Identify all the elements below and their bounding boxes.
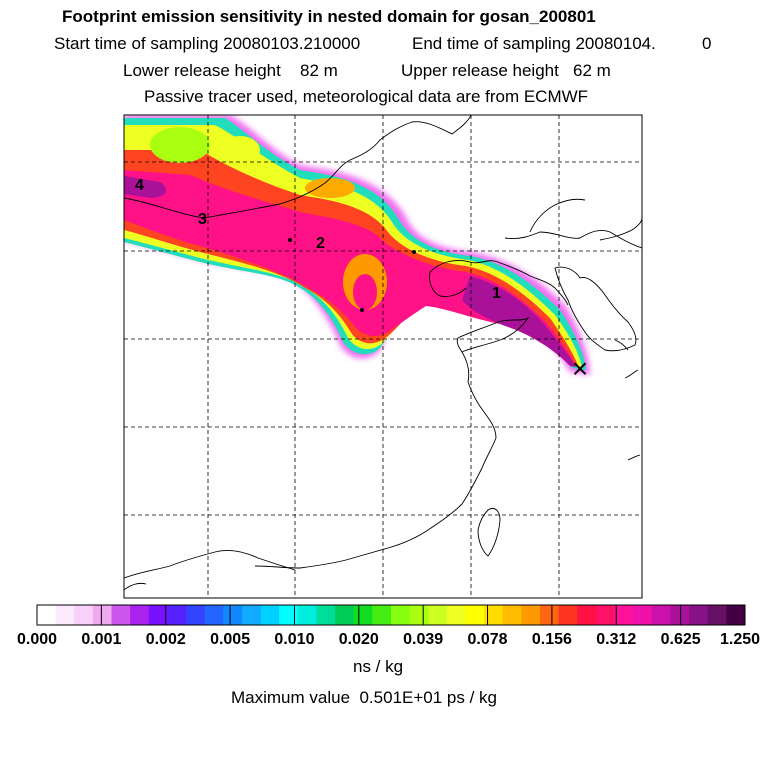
colorbar-swatch	[446, 605, 467, 625]
maximum-value-text: Maximum value 0.501E+01 ps / kg	[231, 688, 497, 707]
tracer-info-line: Passive tracer used, meteorological data…	[144, 87, 589, 106]
colorbar-swatch	[297, 605, 317, 625]
colorbar-swatch	[148, 605, 168, 625]
colorbar-swatch	[241, 605, 262, 625]
colorbar-tick-label: 0.002	[146, 631, 186, 648]
cluster-dot-3	[412, 250, 416, 254]
coastlines-and-borders	[124, 115, 642, 598]
colorbar-swatch	[260, 605, 280, 625]
lat-lon-grid	[124, 115, 642, 598]
colorbar-swatch	[502, 605, 522, 625]
colorbar-swatch	[409, 605, 429, 625]
colorbar-swatch	[204, 605, 224, 625]
colorbar-swatch	[726, 605, 746, 625]
colorbar-tick-label: 0.078	[468, 631, 508, 648]
colorbar-tick-labels: 0.000 0.001 0.002 0.005 0.010 0.020 0.039 0.078…	[17, 631, 760, 648]
colorbar	[36, 605, 746, 625]
colorbar-swatch	[74, 605, 94, 625]
colorbar-swatch	[372, 605, 392, 625]
colorbar-swatch	[37, 605, 57, 625]
upper-release-label: Upper release height	[401, 61, 559, 80]
colorbar-tick-label: 0.312	[596, 631, 636, 648]
colorbar-units: ns / kg	[353, 657, 404, 676]
colorbar-swatch	[707, 605, 727, 625]
colorbar-swatch	[353, 605, 373, 625]
receptor-marker: ×	[572, 353, 588, 384]
age-marker-1: 1	[492, 285, 501, 302]
colorbar-tick-label: 0.020	[339, 631, 379, 648]
colorbar-swatch	[651, 605, 671, 625]
colorbar-swatch	[558, 605, 578, 625]
colorbar-swatch	[428, 605, 448, 625]
emission-sensitivity-plume	[124, 115, 590, 375]
colorbar-tick-label: 0.625	[661, 631, 701, 648]
colorbar-swatch	[577, 605, 597, 625]
colorbar-swatch	[111, 605, 131, 625]
figure-title: Footprint emission sensitivity in nested…	[62, 7, 596, 26]
colorbar-swatch	[92, 605, 113, 625]
age-marker-3: 3	[198, 211, 207, 228]
colorbar-swatch	[689, 605, 709, 625]
colorbar-swatch	[614, 605, 634, 625]
colorbar-border	[36, 604, 746, 626]
colorbar-swatch	[55, 605, 75, 625]
colorbar-swatch	[130, 605, 150, 625]
colorbar-swatch	[335, 605, 355, 625]
cluster-dot-2	[360, 308, 364, 312]
colorbar-tick-label: 0.005	[210, 631, 250, 648]
colorbar-swatch	[316, 605, 336, 625]
age-marker-2: 2	[316, 235, 325, 252]
lower-release-value: 82 m	[300, 61, 338, 80]
colorbar-swatch	[279, 605, 299, 625]
colorbar-swatch	[670, 605, 690, 625]
colorbar-swatch	[186, 605, 206, 625]
map-frame-border	[123, 114, 643, 599]
colorbar-tick-label: 0.039	[403, 631, 443, 648]
colorbar-swatch	[540, 605, 560, 625]
colorbar-tick-label: 0.001	[81, 631, 121, 648]
lower-release-label: Lower release height	[123, 61, 281, 80]
age-marker-4: 4	[135, 177, 144, 194]
colorbar-swatch	[521, 605, 541, 625]
colorbar-swatch	[484, 605, 504, 625]
cluster-dot-1	[288, 238, 292, 242]
end-time-label: End time of sampling 20080104.	[412, 34, 656, 53]
start-time-label: Start time of sampling 20080103.210000	[54, 34, 361, 53]
upper-release-value: 62 m	[573, 61, 611, 80]
colorbar-tick-label: 1.250	[720, 631, 760, 648]
colorbar-swatch	[595, 605, 616, 625]
colorbar-tick-label: 0.156	[532, 631, 572, 648]
end-time-value: 0	[702, 34, 712, 53]
colorbar-swatch	[465, 605, 485, 625]
colorbar-swatch	[167, 605, 187, 625]
colorbar-tick-label: 0.010	[274, 631, 314, 648]
colorbar-swatch	[391, 605, 411, 625]
colorbar-swatch	[633, 605, 653, 625]
colorbar-tick-label: 0.000	[17, 631, 57, 648]
colorbar-swatch	[223, 605, 243, 625]
